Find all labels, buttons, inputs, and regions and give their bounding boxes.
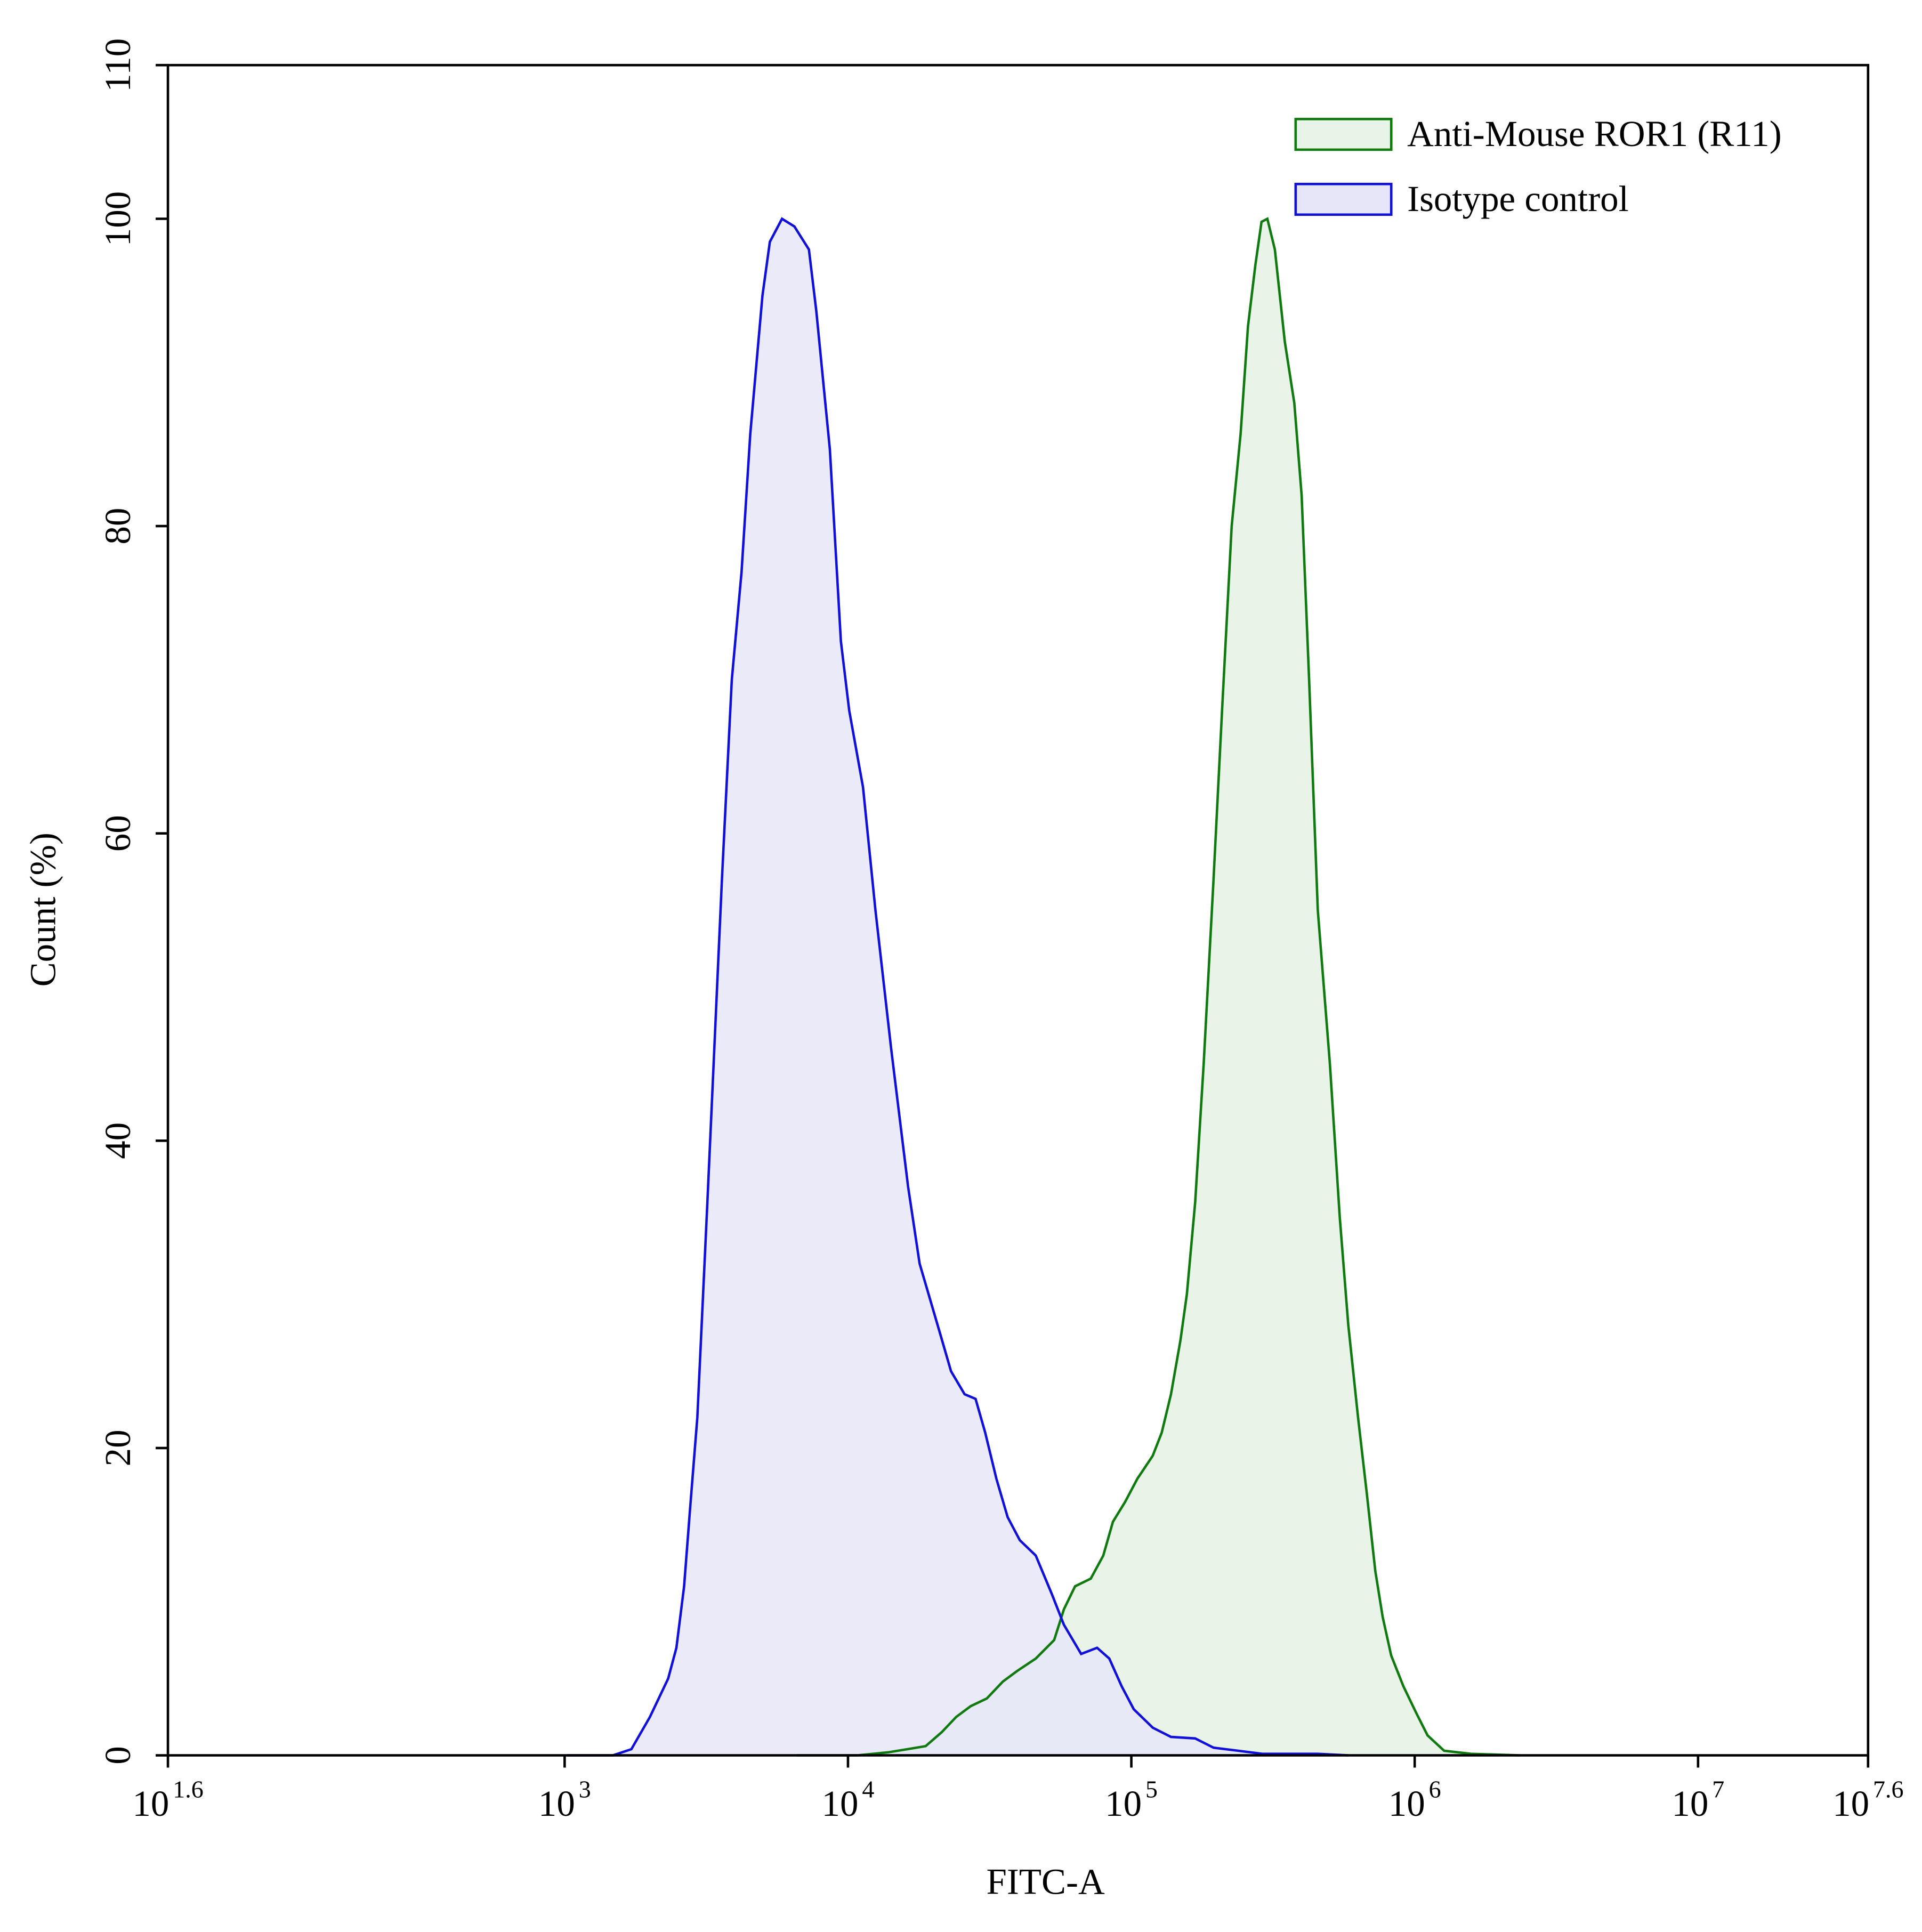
series-line <box>567 217 1348 1757</box>
x-tick-base: 10 <box>1671 1783 1708 1824</box>
y-tick-label: 110 <box>98 38 138 92</box>
x-tick-exponent: 4 <box>862 1775 874 1802</box>
x-tick-label: 10 4 <box>822 1775 875 1823</box>
x-tick-label: 10 3 <box>538 1775 591 1823</box>
x-tick-base: 10 <box>1832 1783 1869 1824</box>
y-tick-label: 60 <box>98 815 138 852</box>
x-tick-label: 10 7 <box>1671 1775 1724 1823</box>
y-tick-label: 100 <box>98 191 138 246</box>
x-tick-base: 10 <box>1388 1783 1425 1824</box>
legend-label: Anti-Mouse ROR1 (R11) <box>1407 114 1782 154</box>
x-tick-exponent: 6 <box>1429 1775 1441 1802</box>
x-tick-base: 10 <box>1105 1783 1142 1824</box>
x-tick-base: 10 <box>132 1783 169 1824</box>
x-tick-exponent: 3 <box>579 1775 591 1802</box>
area-fill <box>567 219 1348 1756</box>
y-tick-label: 20 <box>98 1429 138 1466</box>
legend-swatch <box>1294 182 1393 216</box>
x-tick-base: 10 <box>538 1783 575 1824</box>
legend-swatch <box>1294 118 1393 151</box>
y-tick-label: 80 <box>98 508 138 545</box>
y-axis-label: Count (%) <box>22 832 63 987</box>
x-tick-label: 10 1.6 <box>132 1775 203 1823</box>
x-axis-label: FITC-A <box>987 1861 1105 1902</box>
x-tick-label: 10 5 <box>1105 1775 1158 1823</box>
x-tick-exponent: 7.6 <box>1873 1775 1903 1802</box>
x-tick-base: 10 <box>822 1783 859 1824</box>
legend-label: Isotype control <box>1407 179 1629 219</box>
plot-frame <box>166 63 1870 1757</box>
series-line <box>796 217 1520 1757</box>
x-tick-exponent: 5 <box>1145 1775 1158 1802</box>
y-tick-label: 0 <box>98 1746 138 1765</box>
x-tick-exponent: 1.6 <box>173 1775 203 1802</box>
x-tick-label: 10 7.6 <box>1832 1775 1903 1823</box>
area-fill <box>796 219 1520 1756</box>
x-tick-exponent: 7 <box>1712 1775 1724 1802</box>
x-tick-label: 10 6 <box>1388 1775 1441 1823</box>
y-tick-label: 40 <box>98 1122 138 1159</box>
